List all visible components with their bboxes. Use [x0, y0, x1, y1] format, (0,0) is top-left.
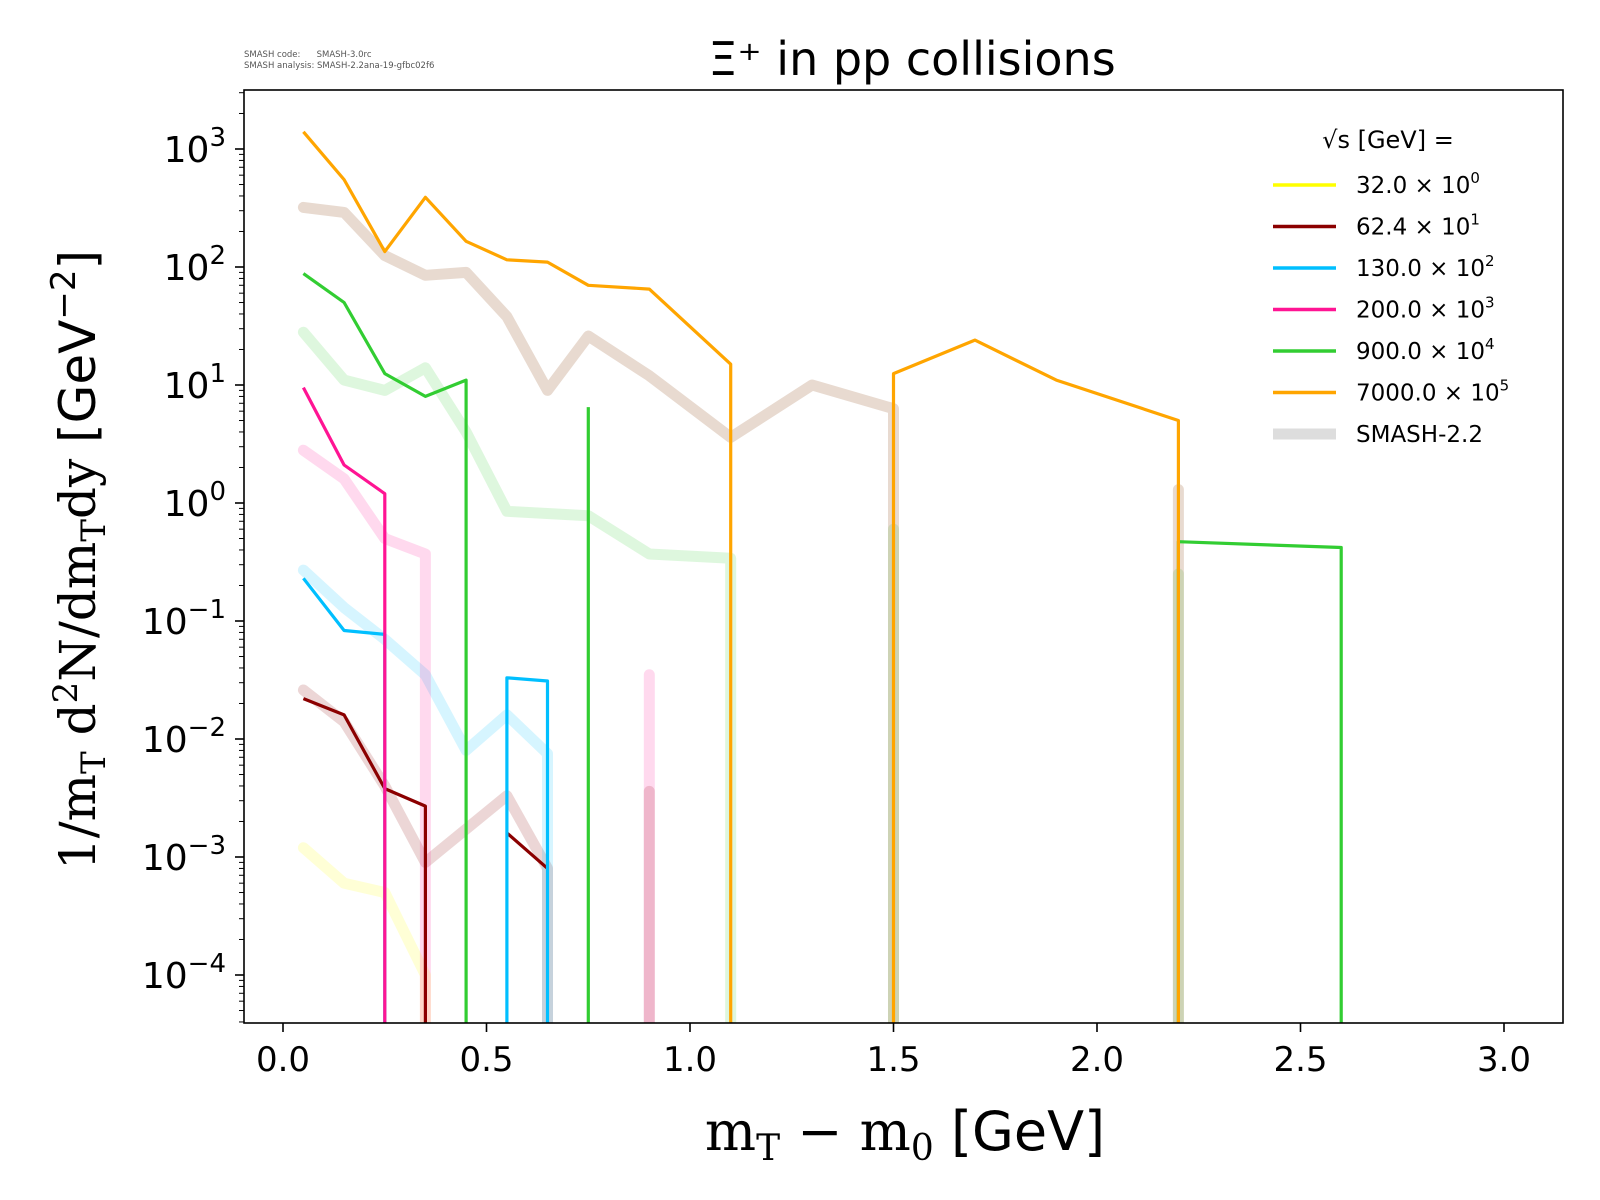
series-line-130-0-x-10-2-data-seg1 — [505, 676, 550, 1023]
legend-label: 7000.0 × 105 — [1356, 377, 1509, 407]
series-line-130-0-x-10-2-smash-2-2-seg0 — [297, 564, 553, 1023]
x-tick-label: 2.5 — [1273, 1040, 1327, 1080]
series-line-7000-0-x-10-5-data-seg0 — [302, 130, 733, 1023]
y-tick-label: 10−3 — [142, 831, 226, 879]
y-tick-label: 102 — [164, 241, 226, 289]
y-axis-label: 1/mT d2N/dmTdy [GeV−2] — [44, 250, 114, 870]
x-tick-label: 1.0 — [663, 1040, 717, 1080]
y-tick-label: 10−4 — [142, 949, 226, 997]
series-line-130-0-x-10-2-data-seg0 — [302, 577, 387, 1023]
x-tick-label: 2.0 — [1070, 1040, 1124, 1080]
legend-label: SMASH-2.2 — [1356, 422, 1483, 448]
series-line-7000-0-x-10-5-data-seg1 — [891, 338, 1181, 1023]
smash-analysis-version: SMASH analysis: SMASH-2.2ana-19-gfbc02f6 — [244, 61, 435, 71]
legend-label: 62.4 × 101 — [1356, 211, 1480, 241]
y-tick-label: 100 — [164, 477, 226, 525]
series-line-62-4-x-10-1-data-seg1 — [505, 831, 549, 870]
smash-version-info: SMASH code: SMASH-3.0rc SMASH analysis: S… — [244, 50, 434, 72]
series-line-900-0-x-10-4-smash-2-2-seg0 — [297, 326, 737, 1023]
legend-label: 32.0 × 100 — [1356, 169, 1480, 199]
x-tick-label: 1.5 — [866, 1040, 920, 1080]
y-tick-label: 10−2 — [142, 713, 226, 761]
y-tick-label: 101 — [164, 359, 226, 407]
y-tick-label: 10−1 — [142, 595, 226, 643]
y-axis-ticks: 103 102 101 100 10−1 10−2 10−3 10−4 — [142, 92, 244, 1023]
legend: √s [GeV] = 32.0 × 100 62.4 × 101 130.0 × 1… — [1273, 126, 1509, 448]
x-axis-label: mT − m0 [GeV] — [705, 1100, 1105, 1169]
data-series-layer — [301, 130, 1343, 1023]
smash-code-version: SMASH code: SMASH-3.0rc — [244, 50, 372, 60]
y-tick-label: 103 — [164, 123, 226, 171]
legend-label: 900.0 × 104 — [1356, 335, 1495, 365]
x-tick-label: 3.0 — [1477, 1040, 1531, 1080]
plot-frame — [243, 89, 1564, 1024]
smash-series-layer — [297, 201, 1184, 1023]
series-line-200-0-x-10-3-data-seg0 — [301, 386, 387, 1023]
legend-title: √s [GeV] = — [1322, 126, 1454, 154]
series-line-7000-0-x-10-5-smash-2-2-seg0 — [297, 201, 899, 1023]
series-line-900-0-x-10-4-data-seg2 — [1176, 540, 1343, 1023]
legend-label: 130.0 × 102 — [1356, 252, 1495, 282]
legend-label: 200.0 × 103 — [1356, 294, 1495, 324]
chart-title: Ξ⁺ in pp collisions — [708, 32, 1115, 86]
x-axis-ticks: 0.0 0.5 1.0 1.5 2.0 2.5 3.0 — [256, 1023, 1531, 1080]
series-line-900-0-x-10-4-data-seg0 — [302, 272, 468, 1023]
series-line-32-0-x-10-0-smash-2-2-seg0 — [297, 842, 431, 1023]
x-tick-label: 0.0 — [256, 1040, 310, 1080]
x-tick-label: 0.5 — [459, 1040, 513, 1080]
